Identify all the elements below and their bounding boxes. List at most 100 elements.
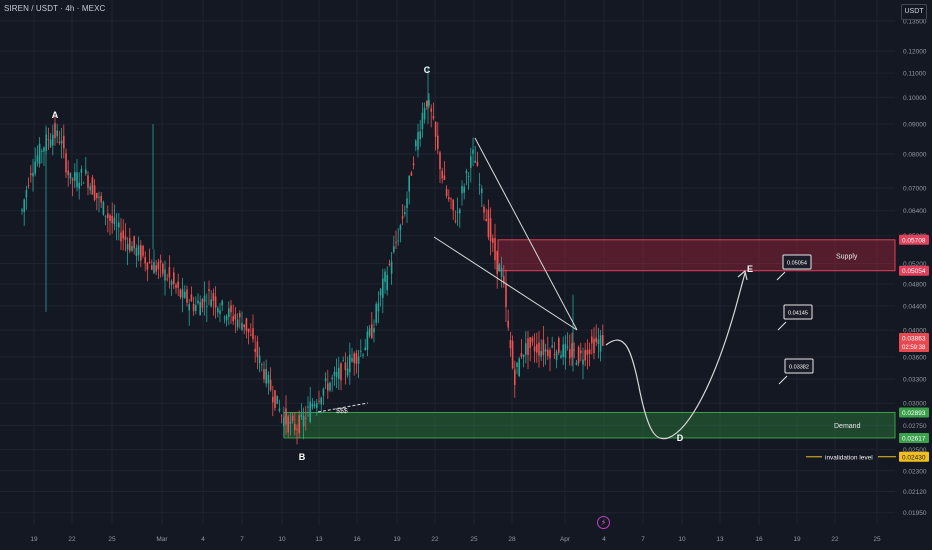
- candle-body: [71, 178, 74, 181]
- x-tick-label: 22: [431, 536, 439, 543]
- candle-body: [201, 299, 204, 308]
- candle-body: [522, 354, 525, 357]
- candle-body: [115, 224, 118, 226]
- current-price-bg: [899, 332, 929, 352]
- candle-body: [454, 220, 457, 222]
- candle-body: [562, 344, 564, 358]
- candle-body: [555, 351, 558, 361]
- candle-body: [494, 237, 496, 261]
- x-tick-label: 19: [393, 536, 401, 543]
- candle-body: [437, 135, 439, 149]
- candle-body: [377, 303, 380, 312]
- candle-body: [146, 262, 149, 270]
- x-tick-label: 22: [68, 536, 76, 543]
- candle-body: [129, 238, 131, 251]
- candle-body: [256, 341, 259, 357]
- candle-body: [597, 339, 600, 345]
- candle-body: [118, 222, 120, 228]
- candle-body: [34, 161, 36, 174]
- candle-body: [168, 267, 171, 278]
- projected-path: [605, 272, 746, 440]
- demand-top-tag: 0.02893: [902, 410, 926, 417]
- candle-body: [456, 211, 459, 213]
- demand-label: Demand: [834, 423, 861, 430]
- candle-body: [540, 351, 542, 357]
- candle-body: [261, 364, 263, 365]
- candle-body: [520, 352, 523, 357]
- candle-body: [364, 347, 366, 351]
- candle-body: [351, 358, 353, 362]
- candle-body: [52, 134, 54, 146]
- candle-body: [445, 188, 448, 196]
- candle-body: [142, 245, 144, 256]
- candle-body: [133, 236, 135, 249]
- candle-body: [285, 408, 287, 425]
- candle-body: [483, 206, 485, 213]
- candle-body: [140, 245, 142, 261]
- candle-body: [353, 353, 355, 363]
- target-pointer: [777, 321, 787, 331]
- wave-label-c: C: [424, 65, 431, 75]
- candle-body: [344, 362, 347, 371]
- candle-body: [107, 213, 109, 219]
- candle-body: [538, 342, 540, 356]
- candle-body: [465, 170, 468, 174]
- candle-body: [384, 271, 386, 282]
- candle-body: [151, 265, 153, 270]
- candle-body: [170, 281, 173, 285]
- target-box: [784, 358, 814, 374]
- candle-body: [496, 251, 498, 274]
- candle-body: [247, 328, 250, 333]
- candle-body: [234, 314, 237, 320]
- y-tick-label: 0.04800: [903, 281, 927, 288]
- x-tick-label: 28: [508, 536, 516, 543]
- candle-body: [186, 289, 188, 303]
- currency-button[interactable]: USDT: [901, 4, 927, 20]
- candle-body: [203, 295, 206, 302]
- candle-body: [481, 188, 483, 193]
- candle-body: [252, 328, 254, 339]
- candle-body: [450, 198, 452, 200]
- candle-body: [408, 175, 410, 192]
- candle-body: [311, 403, 314, 408]
- candle-body: [131, 246, 133, 252]
- candle-body: [309, 401, 311, 422]
- candle-body: [25, 190, 28, 198]
- demand-bottom-tag: 0.02617: [902, 435, 926, 442]
- candle-body: [428, 99, 430, 106]
- candle-body: [316, 403, 318, 409]
- candle-body: [529, 337, 531, 348]
- liquidity-label: $$$: [336, 408, 348, 415]
- candle-body: [434, 122, 437, 137]
- candle-body: [89, 186, 91, 190]
- candle-body: [276, 395, 278, 404]
- flash-icon[interactable]: ⚡: [597, 516, 610, 529]
- candle-body: [27, 184, 30, 186]
- candle-body: [566, 346, 569, 348]
- candle-body: [426, 100, 428, 107]
- candle-body: [243, 324, 245, 328]
- candle-body: [155, 265, 157, 272]
- candle-body: [91, 177, 94, 195]
- y-tick-label: 0.04400: [903, 303, 927, 310]
- candle-body: [60, 140, 63, 144]
- candle-body: [98, 196, 100, 198]
- candle-body: [346, 368, 349, 376]
- x-tick-label: 10: [278, 536, 286, 543]
- candle-body: [412, 163, 415, 166]
- candle-body: [542, 339, 545, 355]
- candle-body: [43, 147, 45, 152]
- candle-body: [173, 272, 175, 284]
- candle-body: [96, 192, 98, 199]
- candle-body: [49, 139, 52, 147]
- y-tick-label: 0.09000: [903, 122, 927, 129]
- candle-body: [397, 240, 399, 242]
- y-tick-label: 0.02750: [903, 423, 927, 430]
- candle-body: [63, 135, 65, 149]
- candle-body: [421, 112, 424, 130]
- x-tick-label: 25: [108, 536, 116, 543]
- candle-body: [272, 396, 274, 403]
- candle-body: [324, 378, 327, 382]
- candle-body: [489, 218, 492, 242]
